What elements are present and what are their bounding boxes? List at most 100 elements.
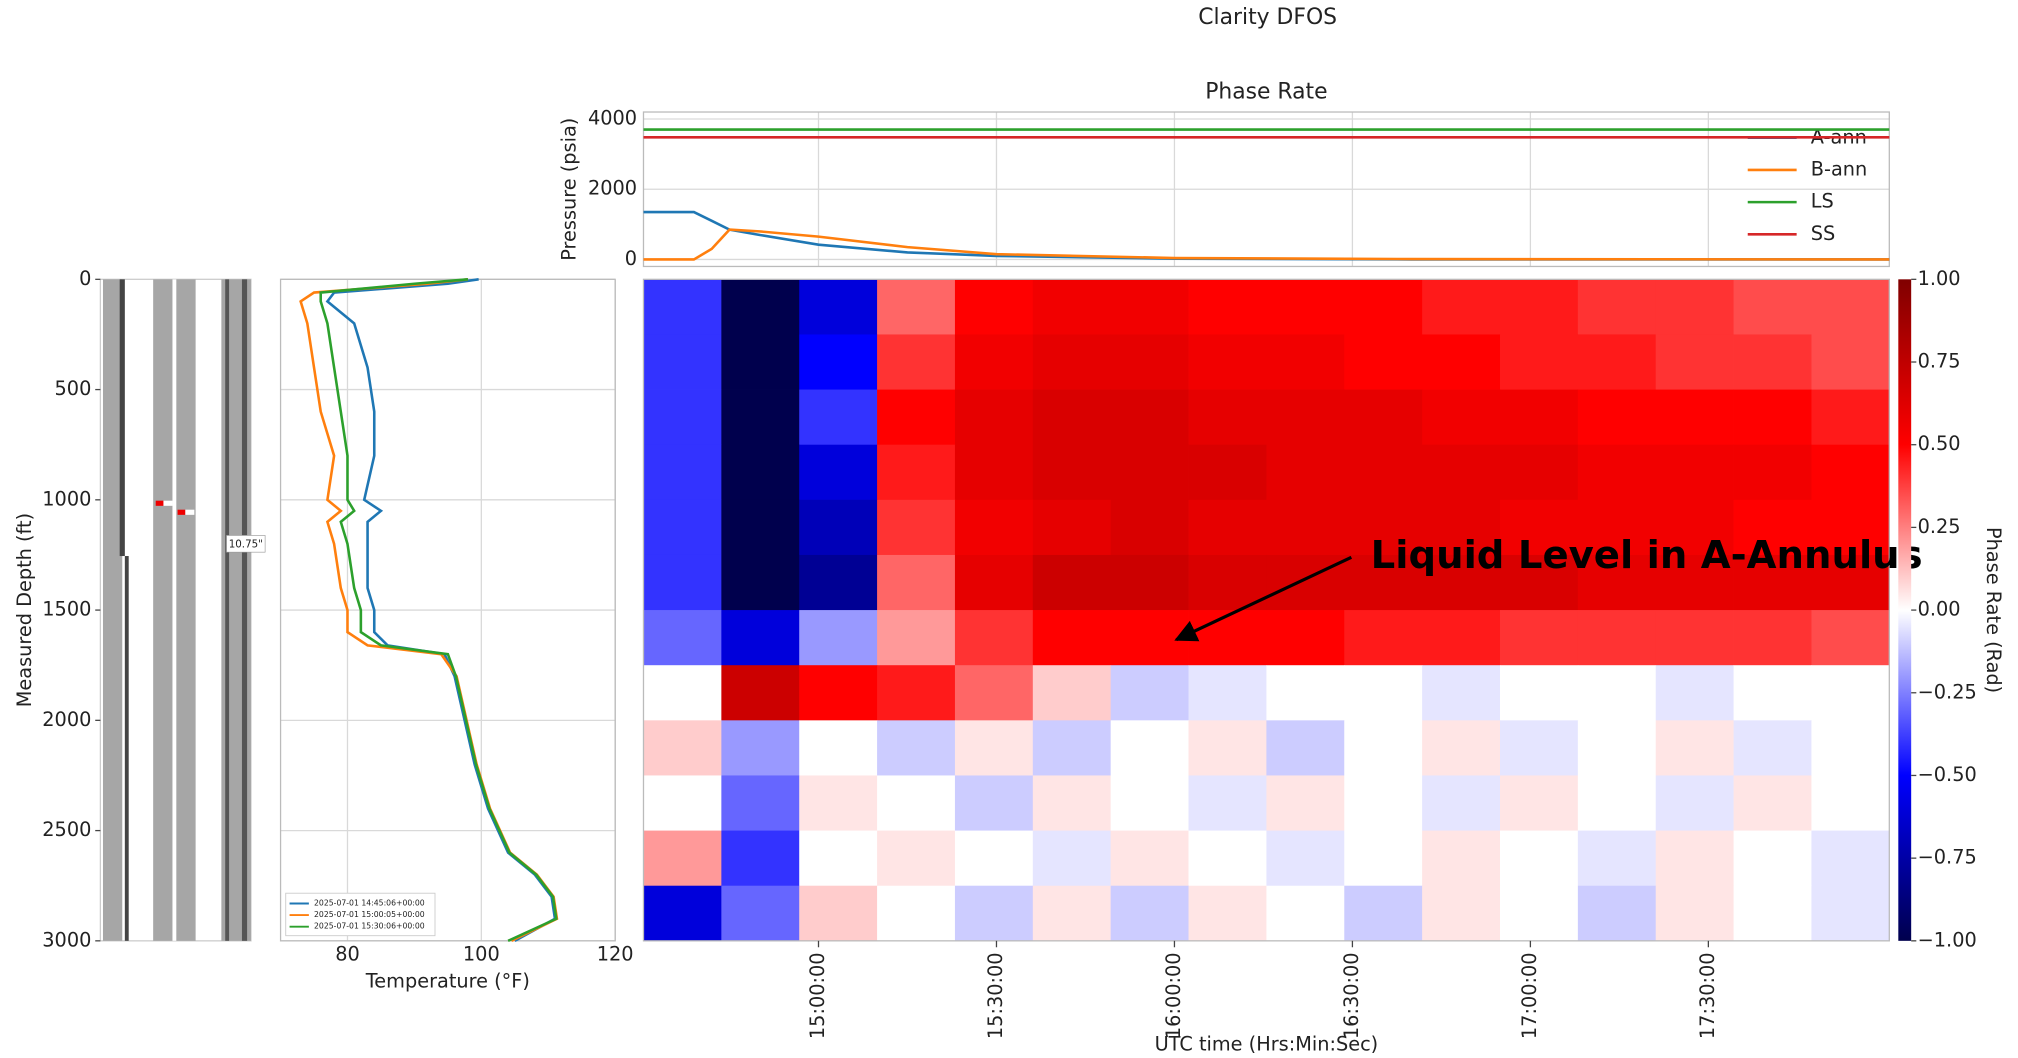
heatmap-cell bbox=[1266, 499, 1345, 556]
x-tick-label: 15:00:00 bbox=[806, 952, 829, 1039]
heatmap-cell bbox=[1266, 720, 1345, 776]
legend-label: 2025-07-01 14:45:06+00:00 bbox=[314, 899, 425, 908]
heatmap-cell bbox=[721, 775, 800, 831]
y-tick-label: 1500 bbox=[42, 598, 91, 621]
heatmap-cell bbox=[1110, 279, 1189, 335]
heatmap-cell bbox=[1655, 610, 1734, 666]
heatmap-cell bbox=[1344, 499, 1423, 556]
heatmap-cell bbox=[954, 499, 1034, 556]
heatmap-cell bbox=[643, 279, 722, 335]
heatmap-cell bbox=[1032, 334, 1112, 390]
heatmap-cell bbox=[954, 389, 1034, 446]
y-tick-label: 2000 bbox=[588, 177, 637, 200]
heatmap-cell bbox=[1811, 665, 1890, 721]
heatmap-cell bbox=[1110, 720, 1189, 776]
heatmap-cell bbox=[1266, 665, 1345, 721]
heatmap-cell bbox=[1577, 279, 1657, 335]
heatmap-cell bbox=[1422, 389, 1501, 446]
x-tick-label: 16:00:00 bbox=[1162, 952, 1185, 1039]
heatmap-cell bbox=[1811, 279, 1890, 335]
heatmap-cell bbox=[1422, 720, 1501, 776]
heatmap-cell bbox=[1110, 334, 1189, 390]
heatmap-cell bbox=[721, 334, 800, 390]
heatmap-cell bbox=[1655, 389, 1734, 446]
legend-label: LS bbox=[1811, 190, 1834, 213]
heatmap-cell bbox=[1188, 775, 1267, 831]
heatmap-cell bbox=[799, 775, 878, 831]
figure-title: Clarity DFOS bbox=[1198, 5, 1337, 30]
heatmap-cell bbox=[1188, 334, 1267, 390]
heatmap-cell bbox=[877, 665, 956, 721]
heatmap-cell bbox=[799, 830, 878, 887]
colorbar-tick-label: −0.75 bbox=[1918, 846, 1977, 869]
plot-frame bbox=[642, 278, 1890, 942]
annotation: Liquid Level in A-Annulus bbox=[1371, 533, 1923, 578]
colorbar-tick-label: 0.00 bbox=[1918, 598, 1961, 621]
heatmap-cell bbox=[954, 554, 1034, 611]
heatmap-cell bbox=[1655, 444, 1734, 501]
heatmap-cell bbox=[1032, 279, 1112, 335]
heatmap-cell bbox=[1266, 610, 1345, 666]
heatmap-cell bbox=[1422, 885, 1501, 942]
heatmap-cell bbox=[877, 444, 956, 501]
heatmap-cell bbox=[1811, 334, 1890, 390]
y-tick-label: 1000 bbox=[42, 487, 91, 510]
colorbar bbox=[1898, 279, 1912, 941]
heatmap-cell bbox=[1266, 830, 1345, 887]
heatmap-cell bbox=[1733, 334, 1812, 390]
heatmap-cell bbox=[1577, 720, 1657, 776]
profile-line bbox=[319, 278, 558, 943]
heatmap-cell bbox=[1733, 610, 1812, 666]
y-tick-label: 500 bbox=[55, 377, 92, 400]
colorbar-tick-label: 0.75 bbox=[1918, 350, 1961, 373]
heatmap-cell bbox=[1422, 554, 1501, 611]
y-tick-label: 2000 bbox=[42, 708, 91, 731]
heatmap-cell bbox=[1110, 389, 1189, 446]
colorbar-tick-label: −1.00 bbox=[1918, 928, 1977, 951]
heatmap-cell bbox=[1577, 610, 1657, 666]
heatmap-cell bbox=[1032, 720, 1112, 776]
heatmap-cell bbox=[954, 720, 1034, 776]
heatmap-cell bbox=[1110, 499, 1189, 556]
heatmap-cell bbox=[1577, 334, 1657, 390]
heatmap-cell bbox=[643, 610, 722, 666]
heatmap-cell bbox=[1422, 610, 1501, 666]
x-axis-label: UTC time (Hrs:Min:Sec) bbox=[1155, 1033, 1379, 1056]
heatmap-cell bbox=[1032, 389, 1112, 446]
heatmap-cell bbox=[1499, 775, 1579, 831]
x-tick-label: 120 bbox=[597, 942, 634, 965]
heatmap-cell bbox=[1733, 775, 1812, 831]
heatmap-cell bbox=[877, 389, 956, 446]
x-tick-label: 17:00:00 bbox=[1518, 952, 1541, 1039]
legend-label: SS bbox=[1811, 222, 1835, 245]
heatmap-cell bbox=[1811, 775, 1890, 831]
legend-label: B-ann bbox=[1811, 157, 1868, 180]
heatmap-cells bbox=[642, 278, 1890, 942]
y-axis-label: Pressure (psia) bbox=[558, 118, 581, 261]
heatmap-cell bbox=[1655, 830, 1734, 887]
heatmap-cell bbox=[1577, 444, 1657, 501]
casing-label: 10.75" bbox=[229, 538, 263, 550]
heatmap-cell bbox=[1344, 444, 1423, 501]
heatmap-cell bbox=[1577, 885, 1657, 942]
heatmap-cell bbox=[1344, 334, 1423, 390]
heatmap-cell bbox=[1811, 720, 1890, 776]
heatmap-cell bbox=[954, 775, 1034, 831]
x-tick-label: 15:30:00 bbox=[984, 952, 1007, 1039]
heatmap-cell bbox=[1811, 444, 1890, 501]
heatmap-cell bbox=[643, 665, 722, 721]
x-tick-label: 17:30:00 bbox=[1696, 952, 1719, 1039]
heatmap-cell bbox=[799, 334, 878, 390]
heatmap-cell bbox=[954, 610, 1034, 666]
heatmap-cell bbox=[1499, 444, 1579, 501]
heatmap-cell bbox=[1110, 885, 1189, 942]
heatmap-cell bbox=[1499, 499, 1579, 556]
line-series bbox=[643, 210, 1890, 261]
heatmap-cell bbox=[799, 279, 878, 335]
heatmap-cell bbox=[1032, 775, 1112, 831]
heatmap-cell bbox=[1733, 499, 1812, 556]
heatmap-cell bbox=[1266, 775, 1345, 831]
heatmap-cell bbox=[1811, 389, 1890, 446]
chart-title: Phase Rate bbox=[1205, 80, 1327, 105]
heatmap-cell bbox=[877, 499, 956, 556]
